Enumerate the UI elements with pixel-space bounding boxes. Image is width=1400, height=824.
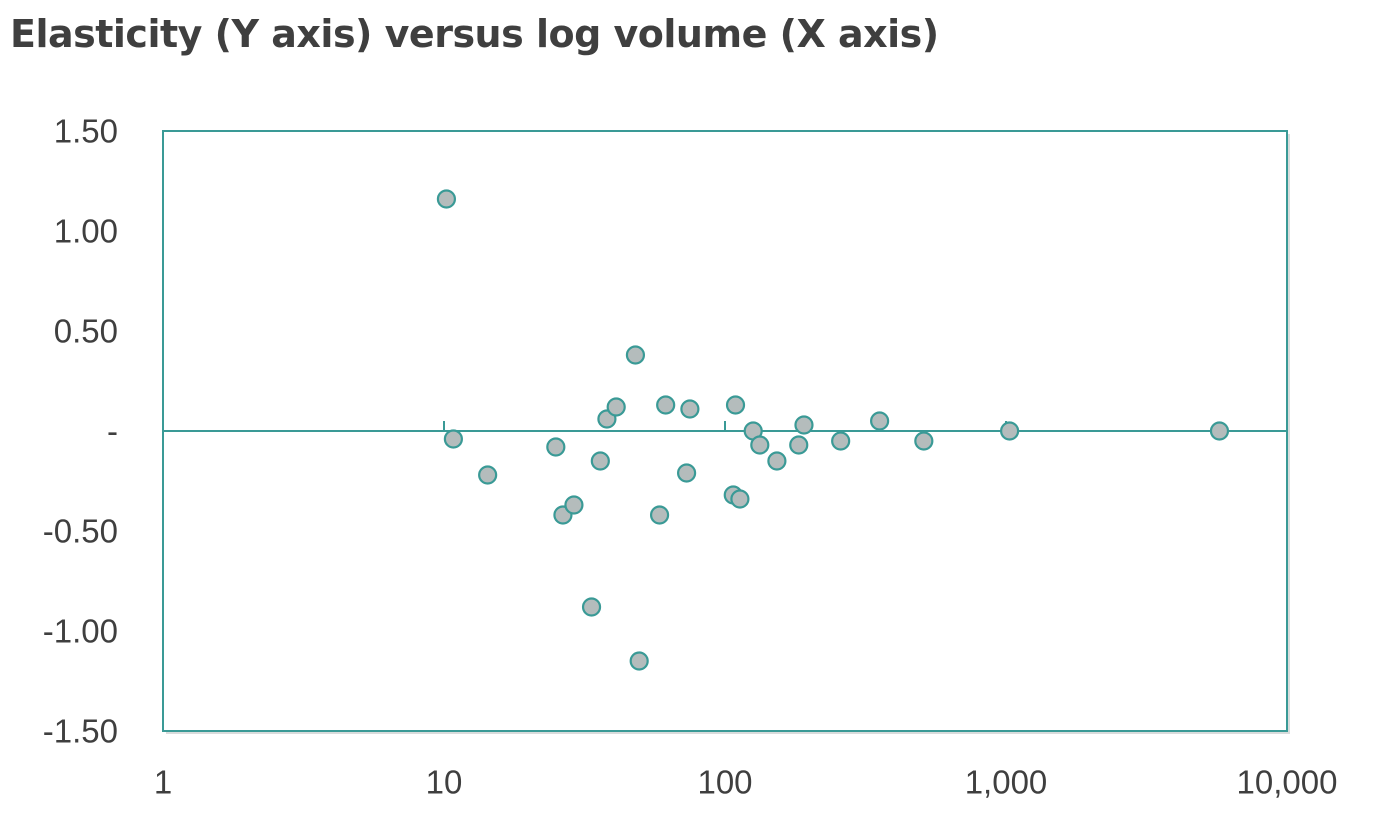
chart-title: Elasticity (Y axis) versus log volume (X… xyxy=(10,12,939,56)
x-tick-label: 10,000 xyxy=(1237,764,1338,801)
data-point xyxy=(730,489,750,509)
data-point xyxy=(606,397,626,417)
data-point xyxy=(1209,421,1230,441)
data-point xyxy=(789,435,809,455)
data-point xyxy=(443,429,463,449)
data-point xyxy=(649,505,670,525)
x-tick-labels: 1 10 100 1,000 10,000 xyxy=(154,764,1338,801)
data-point xyxy=(1000,421,1020,441)
y-tick-label: 1.00 xyxy=(54,213,118,250)
data-points xyxy=(436,189,1230,671)
data-point xyxy=(794,415,814,435)
y-tick-label: -1.50 xyxy=(43,713,118,750)
y-tick-labels: 1.50 1.00 0.50 - -0.50 -1.00 -1.50 xyxy=(43,113,118,750)
data-point xyxy=(767,451,787,471)
data-point xyxy=(656,395,676,415)
data-point xyxy=(564,495,584,515)
y-tick-label: 1.50 xyxy=(54,113,118,150)
data-point xyxy=(676,463,697,483)
x-tick-label: 1,000 xyxy=(965,764,1048,801)
y-tick-label: - xyxy=(107,413,118,450)
y-tick-label: -1.00 xyxy=(43,613,118,650)
data-point xyxy=(831,431,851,451)
data-point xyxy=(478,465,498,485)
x-tick-label: 10 xyxy=(426,764,463,801)
x-tick-label: 1 xyxy=(154,764,172,801)
data-point xyxy=(546,437,566,457)
data-point xyxy=(436,189,457,209)
data-point xyxy=(629,651,649,671)
data-point xyxy=(625,345,646,365)
y-tick-label: -0.50 xyxy=(43,513,118,550)
data-point xyxy=(750,435,770,455)
data-point xyxy=(680,399,700,419)
data-point xyxy=(725,395,746,415)
data-point xyxy=(581,597,602,617)
x-tick-label: 100 xyxy=(697,764,752,801)
y-tick-label: 0.50 xyxy=(54,313,118,350)
data-point xyxy=(914,431,934,451)
data-point xyxy=(590,451,610,471)
data-point xyxy=(870,411,890,431)
